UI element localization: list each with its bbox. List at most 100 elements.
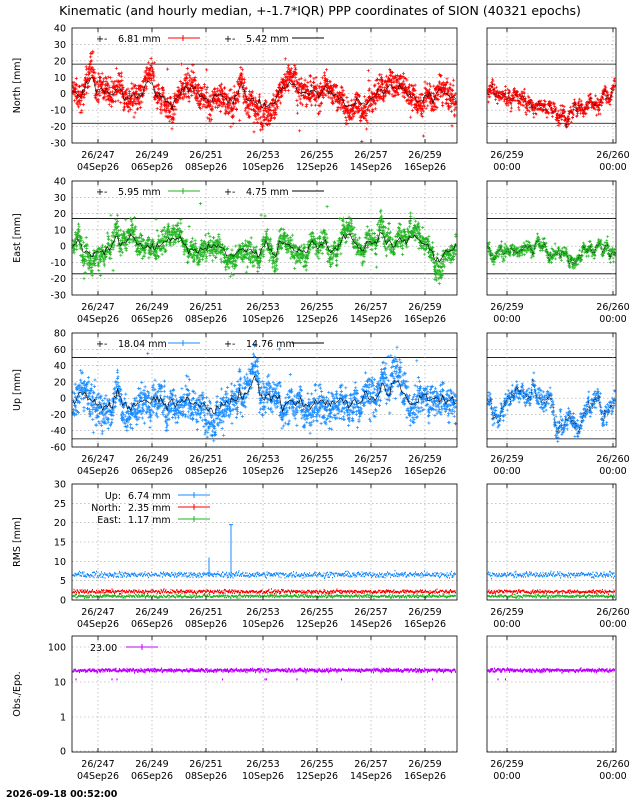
obs-series [72, 667, 457, 681]
obs-legend-value: 23.00 [90, 643, 117, 654]
obs-x-tick-label-doy: 26/249 [135, 759, 168, 770]
up-x-tick-label-doy: 26/247 [81, 454, 114, 465]
up-ylabel: Up [mm] [12, 369, 23, 411]
east-zoom-x-tick-label-doy: 26/260 [596, 302, 629, 313]
north-x-tick-label-date: 08Sep26 [185, 162, 227, 173]
north-x-tick-label-date: 16Sep26 [404, 162, 446, 173]
up-zoom-x-tick-label-doy: 26/259 [490, 454, 523, 465]
north-x-tick-label-doy: 26/251 [189, 150, 222, 161]
up-x-tick-label-doy: 26/251 [189, 454, 222, 465]
east-x-tick-label-doy: 26/253 [246, 302, 279, 313]
north-x-tick-label-doy: 26/253 [246, 150, 279, 161]
east-x-tick-label-date: 12Sep26 [296, 314, 338, 325]
rms-x-tick-label-date: 08Sep26 [185, 619, 227, 630]
rms-series-1-zoom [487, 588, 615, 595]
footer-timestamp: 2026-09-18 00:52:00 [6, 789, 118, 800]
east-ylabel: East [mm] [12, 213, 23, 262]
obs-ytick-label: 10 [54, 678, 66, 689]
up-legend-kinematic-marker [180, 340, 186, 346]
up-x-tick-label-doy: 26/253 [246, 454, 279, 465]
north-x-tick-label-date: 14Sep26 [350, 162, 392, 173]
rms-x-tick-label-doy: 26/257 [354, 607, 387, 618]
east-ytick-label: 10 [54, 225, 66, 236]
east-x-tick-label-doy: 26/259 [408, 302, 441, 313]
rms-ytick-label: 15 [54, 538, 66, 549]
east-x-tick-label-doy: 26/251 [189, 302, 222, 313]
obs-x-tick-label-date: 04Sep26 [77, 771, 119, 782]
obs-zoom-x-tick-label-doy: 26/259 [490, 759, 523, 770]
rms-zoom-x-tick-label-date: 00:00 [599, 619, 626, 630]
figure-title: Kinematic (and hourly median, +-1.7*IQR)… [59, 3, 581, 18]
north-x-tick-label-doy: 26/259 [408, 150, 441, 161]
up-ytick-label: 20 [54, 377, 66, 388]
east-x-tick-label-date: 16Sep26 [404, 314, 446, 325]
up-x-tick-label-doy: 26/249 [135, 454, 168, 465]
rms-x-tick-label-date: 12Sep26 [296, 619, 338, 630]
north-zoom-frame [486, 27, 617, 144]
up-ytick-label: -40 [50, 426, 66, 437]
up-zoom-median-line [487, 379, 616, 434]
rms-ytick-label: 25 [54, 499, 66, 510]
north-ytick-label: 30 [54, 40, 66, 51]
east-x-tick-label-date: 10Sep26 [242, 314, 284, 325]
obs-series-zoom [487, 667, 616, 681]
east-ytick-label: 20 [54, 209, 66, 220]
obs-x-tick-label-doy: 26/247 [81, 759, 114, 770]
rms-legend-name: East: [97, 515, 121, 526]
up-ytick-label: -20 [50, 410, 66, 421]
up-zoom-frame [486, 332, 617, 448]
north-zoom-x-tick-label-doy: 26/259 [490, 150, 523, 161]
north-legend-prefix: +- [96, 34, 107, 45]
north-x-tick-label-doy: 26/255 [300, 150, 333, 161]
north-ytick-label: 10 [54, 73, 66, 84]
up-legend-median-label: 14.76 mm [246, 339, 295, 350]
up-x-tick-label-date: 14Sep26 [350, 466, 392, 477]
obs-x-tick-label-date: 10Sep26 [242, 771, 284, 782]
rms-series-2-zoom [487, 593, 615, 599]
obs-x-tick-label-date: 14Sep26 [350, 771, 392, 782]
north-zoom-x-tick-label-doy: 26/260 [596, 150, 629, 161]
east-ytick-label: 30 [54, 193, 66, 204]
rms-zoom-x-tick-label-doy: 26/259 [490, 607, 523, 618]
obs-x-tick-label-doy: 26/253 [246, 759, 279, 770]
obs-x-tick-label-doy: 26/255 [300, 759, 333, 770]
north-x-tick-label-date: 12Sep26 [296, 162, 338, 173]
rms-zoom-x-tick-label-doy: 26/260 [596, 607, 629, 618]
rms-x-tick-label-doy: 26/247 [81, 607, 114, 618]
east-x-tick-label-doy: 26/255 [300, 302, 333, 313]
panel-obs: 0 1 10 100 Obs./Epo. 23.00 [12, 643, 616, 758]
obs-ytick-label: 100 [48, 643, 66, 654]
obs-ylabel: Obs./Epo. [12, 671, 23, 716]
east-ytick-label: -10 [50, 258, 66, 269]
rms-x-tick-label-doy: 26/251 [189, 607, 222, 618]
obs-x-tick-label-doy: 26/251 [189, 759, 222, 770]
east-median-line [72, 231, 457, 263]
rms-zoom-frame [486, 483, 617, 601]
north-x-tick-label-doy: 26/249 [135, 150, 168, 161]
obs-x-tick-label-date: 08Sep26 [185, 771, 227, 782]
obs-zoom-x-tick-label-doy: 26/260 [596, 759, 629, 770]
north-ytick-label: -10 [50, 106, 66, 117]
rms-legend-name: Up: [105, 491, 121, 502]
north-x-tick-label-date: 04Sep26 [77, 162, 119, 173]
rms-ylabel: RMS [mm] [12, 517, 23, 567]
rms-x-tick-label-date: 06Sep26 [131, 619, 173, 630]
rms-series-0-zoom [487, 570, 615, 580]
east-ytick-label: -30 [50, 291, 66, 302]
east-legend-kinematic-marker [180, 188, 186, 194]
obs-x-tick-label-doy: 26/257 [354, 759, 387, 770]
east-ytick-label: 0 [60, 242, 66, 253]
rms-ytick-label: 5 [60, 576, 66, 587]
up-ytick-label: 0 [60, 394, 66, 405]
up-ytick-label: 40 [54, 361, 66, 372]
north-x-tick-label-date: 06Sep26 [131, 162, 173, 173]
obs-zoom-x-tick-label-date: 00:00 [493, 771, 520, 782]
up-x-tick-label-date: 04Sep26 [77, 466, 119, 477]
obs-x-tick-label-date: 06Sep26 [131, 771, 173, 782]
up-zoom-x-tick-label-date: 00:00 [599, 466, 626, 477]
rms-ytick-label: 20 [54, 518, 66, 529]
obs-x-tick-label-doy: 26/259 [408, 759, 441, 770]
east-x-tick-label-date: 04Sep26 [77, 314, 119, 325]
up-ytick-label: 60 [54, 345, 66, 356]
